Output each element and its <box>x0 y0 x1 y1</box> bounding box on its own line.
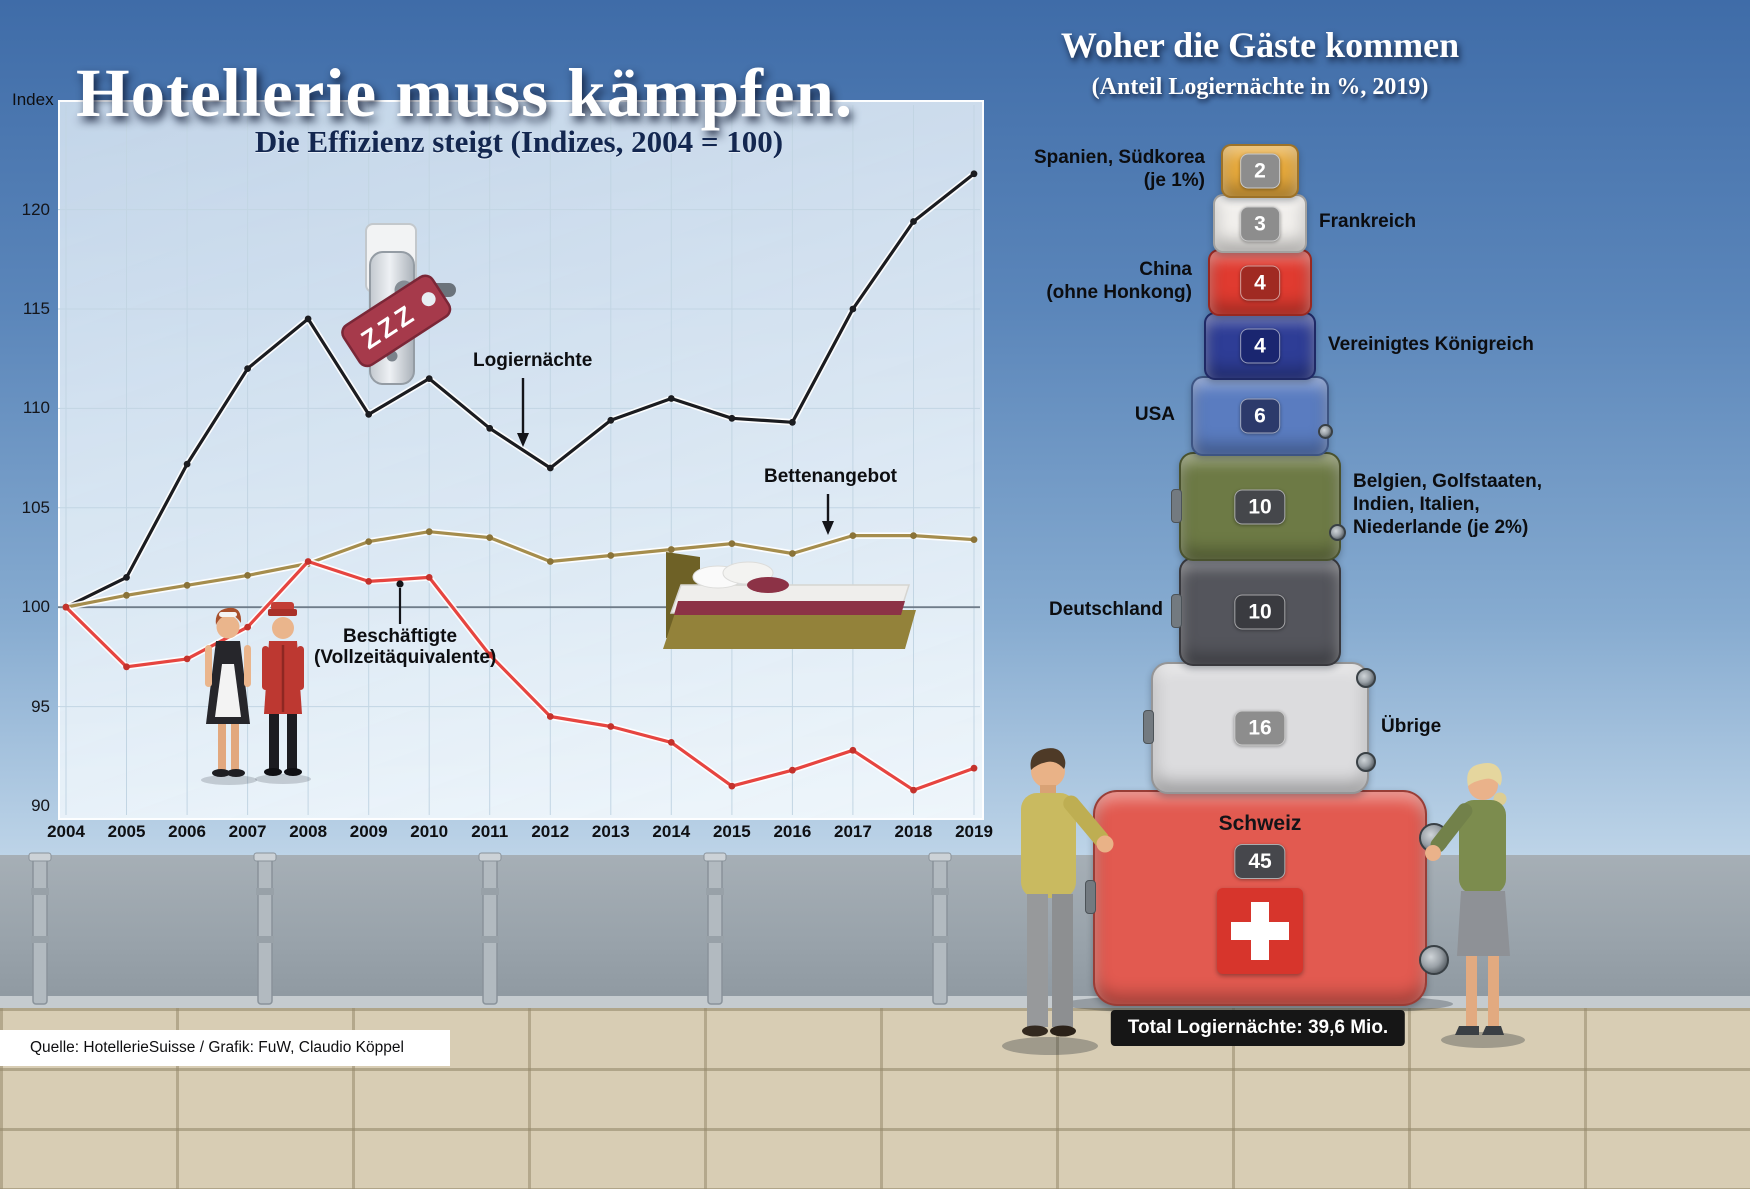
x-tick-label: 2015 <box>712 822 751 841</box>
suitcase-uebrige: 16 <box>1151 662 1369 794</box>
suitcase-wheel <box>1356 668 1376 688</box>
swiss-flag-icon <box>1217 888 1303 974</box>
annotation-bettenangebot: Bettenangebot <box>764 466 897 487</box>
y-tick-label: 105 <box>21 497 50 517</box>
x-tick-label: 2007 <box>228 822 267 841</box>
y-tick-label: 115 <box>22 299 50 318</box>
wall-baseboard <box>0 996 1750 1008</box>
suitcase-handle <box>1143 710 1154 744</box>
suitcase-wheel <box>1356 752 1376 772</box>
suitcase-deutschland: 10 <box>1179 557 1341 666</box>
suitcase-label-schweiz: Schweiz <box>1218 812 1302 835</box>
suitcase-handle <box>1171 488 1182 523</box>
suitcase-label-china: China (ohne Honkong) <box>1046 258 1192 303</box>
y-tick-label: 110 <box>22 398 50 418</box>
y-tick-label: 90 <box>31 796 50 815</box>
suitcase-handle <box>1171 593 1182 628</box>
annotation-beschaeftigte: Beschäftigte (Vollzeitäquivalente) <box>314 626 496 668</box>
right-chart-subtitle: (Anteil Logiernächte in %, 2019) <box>1091 74 1429 100</box>
suitcase-value-badge: 6 <box>1240 398 1280 434</box>
y-tick-label: 95 <box>31 696 50 716</box>
x-tick-label: 2018 <box>894 822 933 841</box>
x-tick-label: 2004 <box>47 822 85 841</box>
y-tick-label: 120 <box>21 199 50 219</box>
x-tick-label: 2019 <box>955 822 993 841</box>
chart-subtitle: Die Effizienz steigt (Indizes, 2004 = 10… <box>254 124 784 159</box>
x-tick-label: 2014 <box>652 822 691 841</box>
suitcase-wheel <box>1419 945 1449 975</box>
annotation-beschaeftigte-line2: (Vollzeitäquivalente) <box>314 647 497 668</box>
right-chart-title: Woher die Gäste kommen <box>1060 25 1460 65</box>
suitcase-value-badge: 16 <box>1234 710 1286 746</box>
x-tick-label: 2010 <box>410 822 449 841</box>
y-axis-label: Index <box>12 90 54 109</box>
main-title: Hotellerie muss kämpfen. <box>76 55 854 132</box>
suitcase-vereinigtes-koenigreich: 4 <box>1204 312 1316 380</box>
suitcase-label-frankreich: Frankreich <box>1319 211 1417 232</box>
suitcase-value-badge: 3 <box>1240 206 1280 241</box>
source-strip: Quelle: HotellerieSuisse / Grafik: FuW, … <box>0 1030 450 1066</box>
suitcase-label-belgien-gruppe: Belgien, Golfstaaten, Indien, Italien, N… <box>1353 471 1542 538</box>
suitcase-value-badge: 45 <box>1234 844 1286 879</box>
x-tick-label: 2011 <box>471 822 509 841</box>
suitcase-value-badge: 10 <box>1234 594 1286 629</box>
suitcase-wheel <box>1329 524 1346 541</box>
suitcase-label-deutschland: Deutschland <box>1048 599 1163 620</box>
suitcase-value-badge: 4 <box>1240 328 1280 364</box>
suitcase-value-badge: 4 <box>1240 265 1280 300</box>
x-tick-label: 2012 <box>531 822 570 841</box>
suitcase-frankreich: 3 <box>1213 194 1307 253</box>
suitcase-china: 4 <box>1208 249 1312 316</box>
suitcase-wheel <box>1419 823 1449 853</box>
suitcase-spanien-suedkorea: 2 <box>1221 144 1299 198</box>
suitcase-label-spanien-suedkorea: Spanien, Südkorea (je 1%) <box>1033 147 1205 191</box>
total-badge: Total Logiernächte: 39,6 Mio. <box>1110 1010 1406 1046</box>
suitcase-wheel <box>1318 424 1333 439</box>
suitcase-handle <box>1085 880 1096 914</box>
source-credit: Quelle: HotellerieSuisse / Grafik: FuW, … <box>30 1039 404 1056</box>
suitcase-label-uebrige: Übrige <box>1381 715 1442 737</box>
wall-background <box>0 855 1750 1007</box>
x-tick-label: 2008 <box>289 822 328 841</box>
x-tick-label: 2016 <box>773 822 812 841</box>
y-tick-label: 100 <box>21 597 50 617</box>
x-tick-label: 2006 <box>168 822 206 841</box>
suitcase-label-usa: USA <box>1134 403 1175 425</box>
x-tick-label: 2013 <box>591 822 630 841</box>
annotation-logiernaechte: Logiernächte <box>473 350 593 371</box>
suitcase-usa: 6 <box>1191 376 1329 456</box>
suitcase-label-vereinigtes-koenigreich: Vereinigtes Königreich <box>1328 333 1534 355</box>
annotation-beschaeftigte-line1: Beschäftigte <box>342 626 458 647</box>
suitcase-value-badge: 2 <box>1240 153 1280 189</box>
suitcase-schweiz: 45 Schweiz <box>1093 790 1427 1006</box>
suitcase-value-badge: 10 <box>1234 489 1286 524</box>
x-tick-label: 2017 <box>834 822 872 841</box>
suitcase-belgien-gruppe: 10 <box>1179 452 1341 561</box>
efficiency-chart-panel <box>58 100 984 820</box>
x-tick-label: 2009 <box>349 822 388 841</box>
x-tick-label: 2005 <box>107 822 146 841</box>
